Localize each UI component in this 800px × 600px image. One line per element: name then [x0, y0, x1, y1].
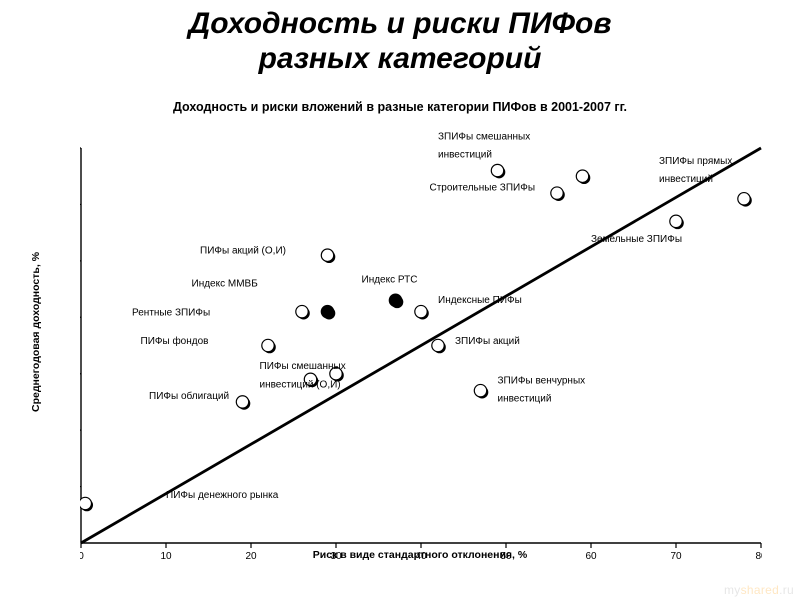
point-label: ПИФы фондов	[141, 335, 209, 347]
point-label: Рентные ЗПИФы	[132, 308, 210, 319]
watermark-suffix: .ru	[779, 583, 794, 597]
point-label: ЗПИФы акций	[455, 336, 520, 347]
marker-open	[474, 384, 486, 396]
marker-open	[576, 170, 588, 182]
marker-open	[670, 215, 682, 227]
point-label: Земельные ЗПИФы	[591, 234, 682, 245]
title-line-1: Доходность и риски ПИФов	[189, 7, 612, 40]
marker-open	[296, 305, 308, 317]
marker-open	[738, 193, 750, 205]
marker-open	[80, 497, 91, 509]
point-label: инвестиций	[438, 150, 492, 161]
point-label: ПИФы облигаций	[149, 390, 229, 402]
point-label: инвестиций	[659, 174, 713, 185]
marker-solid	[321, 305, 333, 317]
slide-title: Доходность и риски ПИФов разных категори…	[0, 6, 800, 77]
marker-open	[432, 339, 444, 351]
chart-title: Доходность и риски вложений в разные кат…	[0, 100, 800, 114]
point-label: инвестиций	[498, 393, 552, 404]
marker-open	[415, 305, 427, 317]
x-axis-label: Риск в виде стандартного отклонения, %	[80, 549, 760, 561]
chart-svg: 0102030405060708010203040506070ПИФы дене…	[80, 128, 762, 563]
point-label: Индекс ММВБ	[192, 278, 259, 289]
point-label: ПИФы акций (О,И)	[200, 246, 286, 257]
title-line-2: разных категорий	[259, 42, 542, 75]
point-label: Индексные ПИФы	[438, 295, 522, 306]
marker-solid	[389, 294, 401, 306]
scatter-chart: 0102030405060708010203040506070ПИФы дене…	[80, 128, 760, 563]
point-label: Индекс РТС	[362, 274, 418, 285]
marker-open	[321, 249, 333, 261]
watermark-accent: shared	[741, 583, 780, 597]
point-label: инвестиций (О,И)	[260, 379, 341, 390]
y-axis-label: Среднегодовая доходность, %	[30, 252, 42, 412]
watermark: myshared.ru	[724, 583, 794, 597]
watermark-prefix: my	[724, 583, 741, 597]
point-label: ЗПИФы венчурных	[498, 375, 586, 386]
point-label: Строительные ЗПИФы	[430, 182, 536, 193]
point-label: ПИФы смешанных	[260, 361, 346, 372]
marker-open	[236, 396, 248, 408]
point-label: ЗПИФы прямых	[659, 156, 732, 167]
marker-open	[262, 339, 274, 351]
marker-open	[551, 187, 563, 199]
point-label: ПИФы денежного рынка	[166, 490, 279, 501]
point-label: ЗПИФы смешанных	[438, 132, 530, 143]
slide: Доходность и риски ПИФов разных категори…	[0, 0, 800, 600]
marker-open	[491, 164, 503, 176]
